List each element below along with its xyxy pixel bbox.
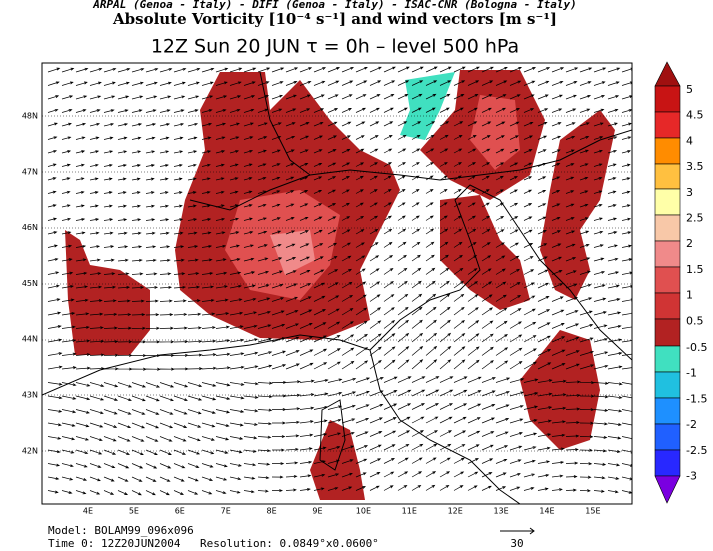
model: Model: BOLAM99_096x096: [48, 524, 194, 537]
wind-vectors: [47, 66, 632, 496]
lat-label: 47N: [22, 167, 38, 176]
colorbar-cell: [654, 163, 681, 190]
lon-label: 13E: [493, 507, 508, 516]
colorbar-label: 5: [686, 83, 693, 96]
colorbar-cell: [654, 137, 681, 165]
colorbar-cell: [654, 318, 681, 347]
colorbar-label: 2: [686, 237, 693, 250]
colorbar-label: -3: [686, 470, 697, 483]
lon-label: 4E: [83, 507, 93, 516]
lon-label: 14E: [539, 507, 554, 516]
colorbar-label: -2: [686, 418, 697, 431]
colorbar-label: -1: [686, 367, 697, 380]
reference-arrow: [500, 527, 535, 535]
colorbar-cell: [654, 266, 681, 294]
title: Absolute Vorticity [10⁻⁴ s⁻¹] and wind v…: [112, 10, 557, 28]
lat-label: 45N: [22, 279, 38, 288]
lat-label: 43N: [22, 391, 38, 400]
coastline: [369, 184, 632, 361]
border: [259, 71, 311, 176]
map: [41, 62, 633, 505]
lon-label: 8E: [267, 507, 277, 516]
colorbar-label: 1: [686, 289, 693, 302]
colorbar-label: -2.5: [686, 444, 707, 457]
colorbar-cell: [654, 371, 681, 399]
colorbar-label: 2.5: [686, 212, 704, 225]
colorbar-cell: [654, 449, 681, 477]
colorbar-label: 1.5: [686, 263, 704, 276]
lon-label: 12E: [448, 507, 463, 516]
lon-label: 5E: [129, 507, 139, 516]
lon-label: 15E: [585, 507, 600, 516]
vorticity-area: [540, 110, 615, 300]
vorticity-area: [440, 195, 530, 310]
lat-label: 48N: [22, 112, 38, 121]
colorbar: [654, 61, 681, 504]
lon-label: 6E: [175, 507, 185, 516]
lon-label: 10E: [356, 507, 371, 516]
colorbar-cell: [654, 85, 681, 113]
colorbar-cell: [654, 111, 681, 139]
colorbar-cell: [654, 292, 681, 320]
vorticity-area: [520, 330, 600, 450]
lat-label: 42N: [22, 446, 38, 455]
map-frame: [41, 62, 633, 505]
colorbar-label: -1.5: [686, 392, 707, 405]
colorbar-label: 3: [686, 186, 693, 199]
reference-vector: 30: [510, 537, 523, 550]
subtitle: 12Z Sun 20 JUN τ = 0h – level 500 hPa: [151, 36, 519, 58]
colorbar-label: 4.5: [686, 109, 704, 122]
coastlines: [42, 71, 632, 504]
lon-label: 9E: [312, 507, 322, 516]
colorbar-label: -0.5: [686, 341, 707, 354]
vorticity-area: [65, 230, 150, 355]
vorticity-area: [400, 72, 455, 140]
colorbar-cell: [654, 188, 681, 216]
lat-label: 46N: [22, 223, 38, 232]
border: [189, 129, 632, 211]
resolution: Resolution: 0.0849°x0.0600°: [200, 537, 379, 550]
colorbar-cell: [654, 423, 681, 451]
coastline: [42, 334, 521, 504]
lat-label: 44N: [22, 335, 38, 344]
colorbar-label: 4: [686, 134, 693, 147]
colorbar-cell: [654, 397, 681, 425]
colorbar-cell: [654, 61, 681, 87]
colorbar-cell: [654, 345, 681, 373]
colorbar-cell: [654, 475, 681, 504]
colorbar-label: 3.5: [686, 160, 704, 173]
vorticity-area: [470, 95, 520, 170]
colorbar-cell: [654, 240, 681, 268]
colorbar-label: 0.5: [686, 314, 704, 327]
coastline: [319, 399, 346, 471]
vorticity-area: [270, 230, 315, 275]
colorbar-cell: [654, 214, 681, 242]
time: Time 0: 12Z20JUN2004: [48, 537, 181, 550]
institutions: ARPAL (Genoa - Italy) - DIFI (Genoa - It…: [92, 0, 576, 11]
lon-label: 11E: [402, 507, 417, 516]
graticule: [42, 115, 632, 452]
lon-label: 7E: [221, 507, 231, 516]
